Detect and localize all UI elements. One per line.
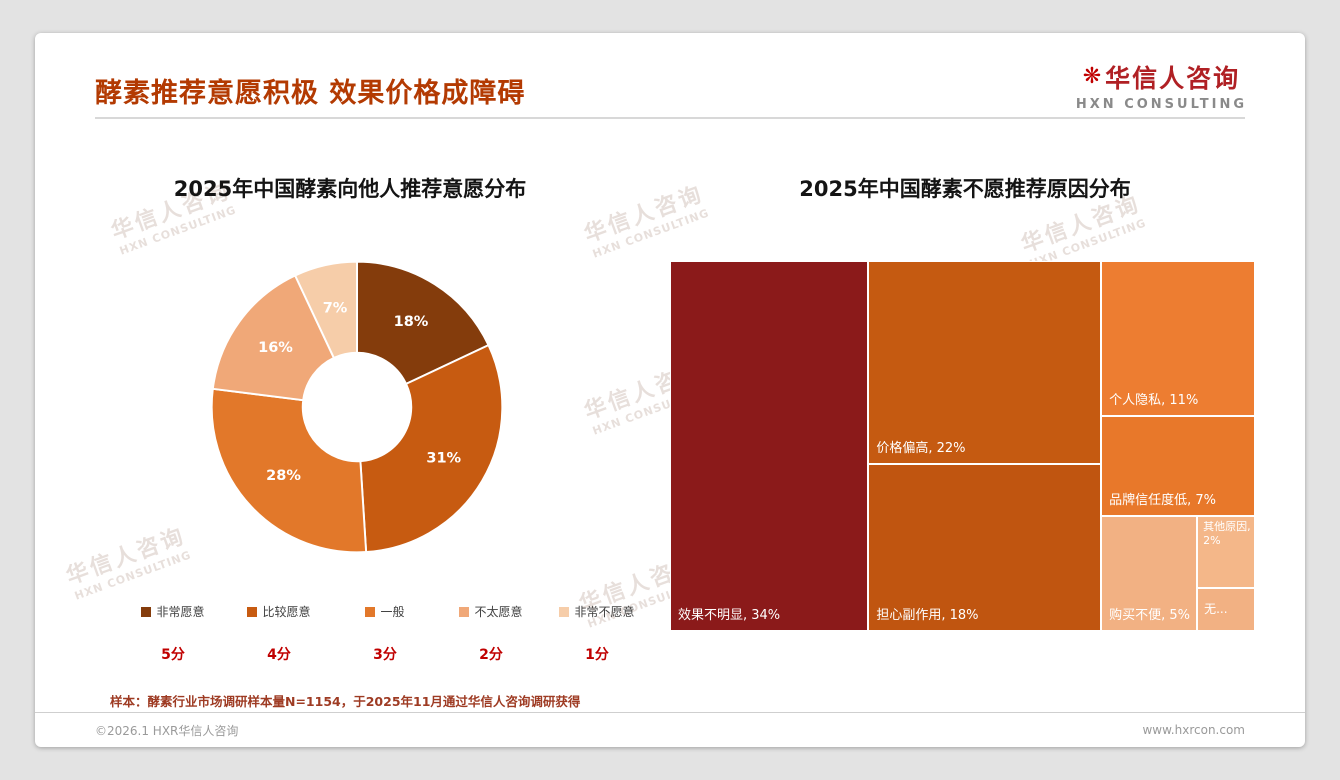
legend-label: 非常愿意 <box>156 605 205 619</box>
logo-en-text: HXN CONSULTING <box>1075 97 1247 112</box>
footer: ©2026.1 HXR华信人咨询 www.hxrcon.com <box>35 712 1305 747</box>
treemap-cell-其他原因: 其他原因, 2% <box>1197 515 1255 589</box>
donut-chart-title: 2025年中国酵素向他人推荐意愿分布 <box>173 177 527 201</box>
watermark-en: HXN CONSULTING <box>590 206 712 261</box>
logo-top: ❋ 华信人咨询 <box>1076 59 1247 95</box>
logo-cn-text: 华信人咨询 <box>1105 64 1241 93</box>
watermark: 华信人咨询 HXN CONSULTING <box>61 518 194 603</box>
legend-item: 不太愿意 <box>438 603 544 620</box>
legend-swatch-icon <box>141 606 152 617</box>
treemap-cell-label: 个人隐私, 11% <box>1109 392 1199 408</box>
donut-slice-非常愿意 <box>356 260 490 386</box>
donut-legend: 非常愿意 比较愿意 一般 不太愿意 非常不愿意 <box>120 603 650 620</box>
website-text: www.hxrcon.com <box>1142 723 1245 737</box>
legend-swatch-icon <box>459 606 470 617</box>
watermark-cn: 华信人咨询 <box>63 523 190 590</box>
legend-label: 不太愿意 <box>474 605 523 619</box>
treemap-cell-label: 其他原因, 2% <box>1203 519 1251 547</box>
score-label: 3分 <box>373 647 397 663</box>
slide-card: 华信人咨询 HXN CONSULTING 华信人咨询 HXN CONSULTIN… <box>35 33 1305 747</box>
watermark-en: HXN CONSULTING <box>72 548 194 603</box>
legend-swatch-icon <box>247 606 258 617</box>
donut-slice-非常不愿意 <box>293 260 358 360</box>
header-divider <box>95 117 1245 119</box>
donut-slice-label: 18% <box>394 314 429 330</box>
score-row: 5分 4分 3分 2分 1分 <box>120 644 650 664</box>
copyright-text: ©2026.1 HXR华信人咨询 <box>95 723 239 738</box>
treemap-cell-效果不明显: 效果不明显, 34% <box>670 261 869 631</box>
donut-chart: 18% 31% 28% 16% 7% <box>210 260 504 554</box>
score-label: 5分 <box>161 647 185 663</box>
legend-label: 比较愿意 <box>262 605 311 619</box>
treemap-cell-label: 效果不明显, 34% <box>678 608 781 624</box>
watermark-en: HXN CONSULTING <box>117 203 239 258</box>
legend-swatch-icon <box>365 606 376 617</box>
sample-note: 样本：酵素行业市场调研样本量N=1154，于2025年11月通过华信人咨询调研获… <box>110 694 581 709</box>
treemap-cell-label: 品牌信任度低, 7% <box>1109 492 1217 508</box>
treemap-cell-label: 价格偏高, 22% <box>876 440 966 456</box>
legend-label: 一般 <box>380 605 405 619</box>
legend-label: 非常不愿意 <box>574 605 635 619</box>
legend-item: 一般 <box>332 603 438 620</box>
treemap-cell-价格偏高: 价格偏高, 22% <box>868 261 1102 464</box>
legend-item: 比较愿意 <box>226 603 332 620</box>
legend-item: 非常不愿意 <box>544 603 650 620</box>
treemap-cell-个人隐私: 个人隐私, 11% <box>1101 261 1255 416</box>
donut-slice-一般 <box>210 387 368 554</box>
donut-slice-比较愿意 <box>359 343 504 554</box>
donut-slice-label: 31% <box>426 450 461 466</box>
donut-slice-label: 7% <box>323 301 348 317</box>
treemap-cell-label: 担心副作用, 18% <box>876 608 979 624</box>
page-title: 酵素推荐意愿积极 效果价格成障碍 <box>95 78 526 109</box>
legend-item: 非常愿意 <box>120 603 226 620</box>
logo: ❋ 华信人咨询 HXN CONSULTING <box>1076 59 1247 112</box>
treemap-cell-label: 无... <box>1204 601 1228 616</box>
treemap-cell-购买不便: 购买不便, 5% <box>1101 515 1198 631</box>
treemap-cell-label: 购买不便, 5% <box>1109 608 1191 624</box>
donut-slice-label: 16% <box>258 340 293 356</box>
logo-flower-icon: ❋ <box>1082 64 1102 89</box>
score-label: 4分 <box>267 647 291 663</box>
treemap-cell-无: 无... <box>1197 588 1255 631</box>
treemap-cell-品牌信任度低: 品牌信任度低, 7% <box>1101 415 1255 516</box>
treemap-chart: 效果不明显, 34% 价格偏高, 22% 担心副作用, 18% 个人隐私, 11% 品牌… <box>670 261 1255 631</box>
treemap-chart-title: 2025年中国酵素不愿推荐原因分布 <box>799 177 1131 201</box>
score-label: 1分 <box>585 647 609 663</box>
treemap-cell-担心副作用: 担心副作用, 18% <box>868 463 1102 631</box>
donut-slice-不太愿意 <box>211 274 336 402</box>
score-label: 2分 <box>479 647 503 663</box>
donut-slice-label: 28% <box>266 468 301 484</box>
legend-swatch-icon <box>559 606 570 617</box>
